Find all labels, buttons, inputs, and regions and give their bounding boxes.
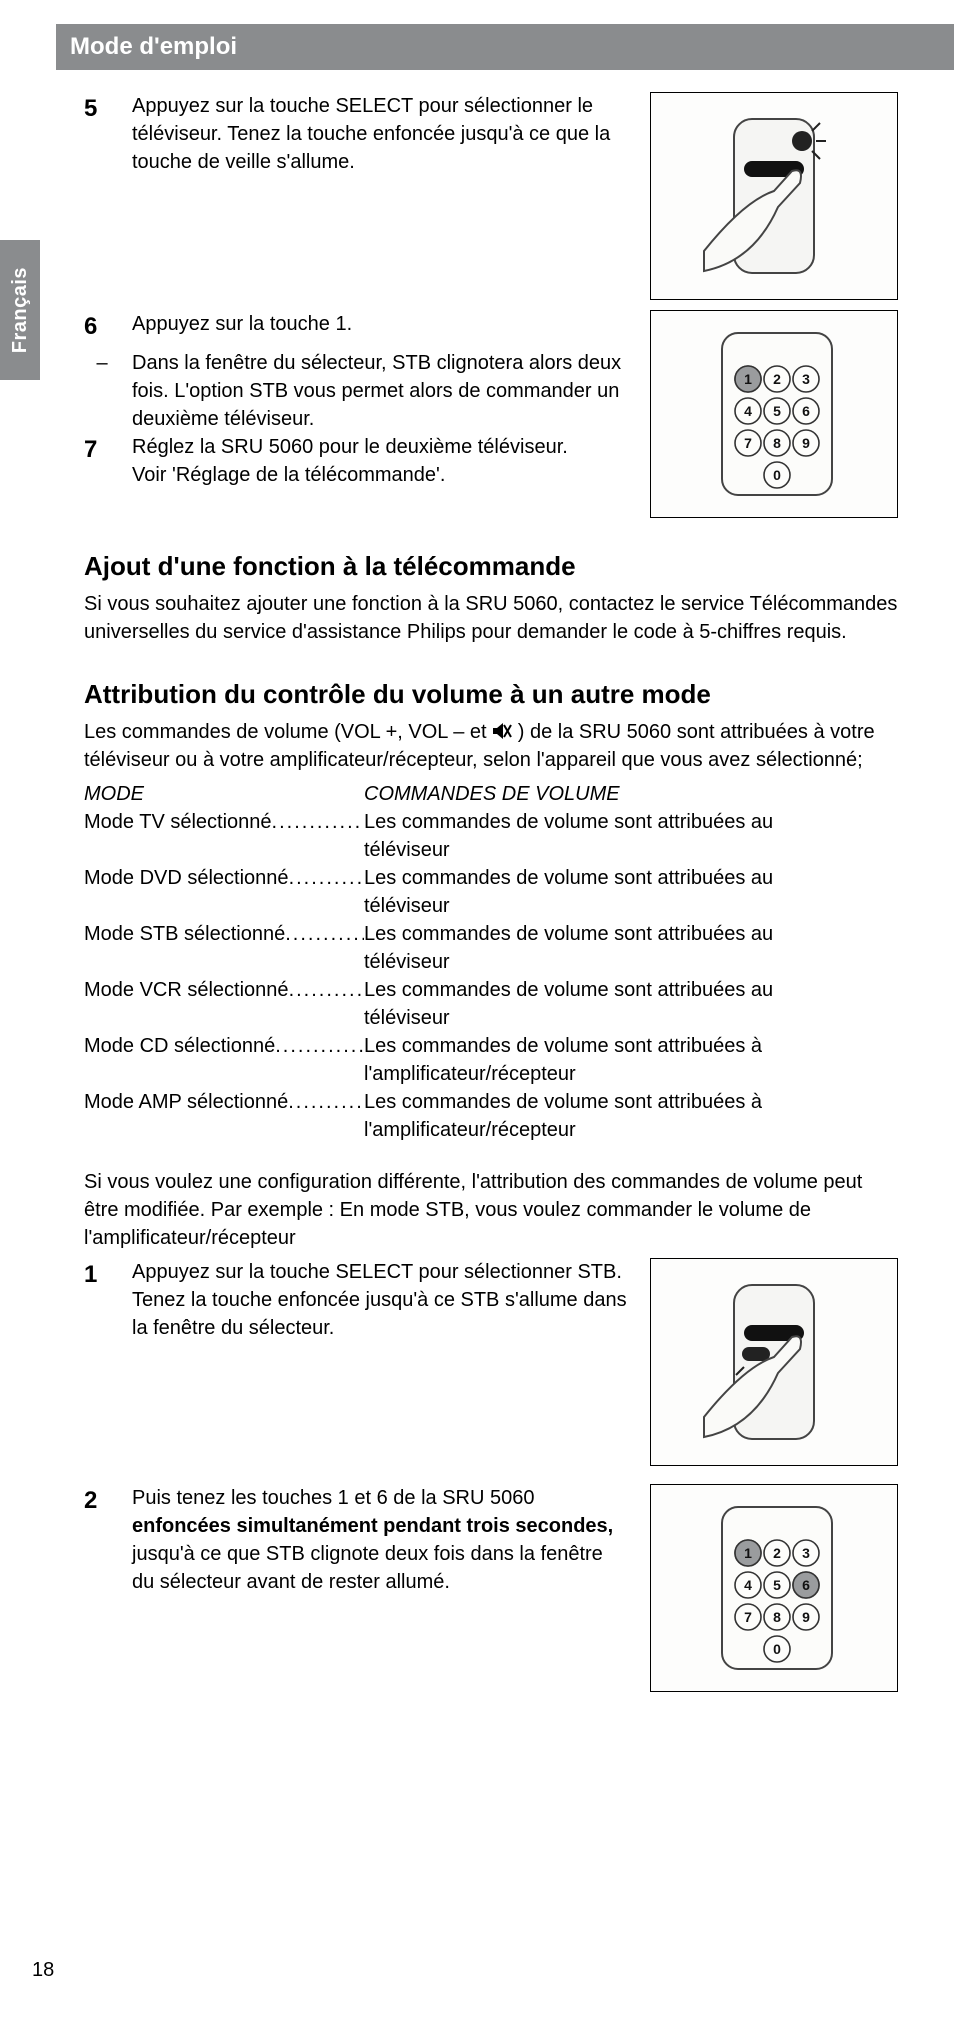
step-2-post: jusqu'à ce que STB clignote deux fois da… — [132, 1543, 603, 1593]
figure-remote-keypad: 1 2 3 4 5 6 7 8 9 0 — [650, 310, 898, 518]
language-tab: Français — [0, 240, 40, 380]
mode-cd-cont: l'amplificateur/récepteur — [84, 1060, 898, 1088]
section-add-body: Si vous souhaitez ajouter une fonction à… — [84, 590, 898, 646]
svg-text:3: 3 — [802, 371, 810, 387]
mode-stb-label: Mode STB sélectionné — [84, 920, 364, 948]
step-number-6: 6 — [84, 310, 120, 344]
mode-tv-label: Mode TV sélectionné — [84, 808, 364, 836]
step-2-pre: Puis tenez les touches 1 et 6 de la SRU … — [132, 1487, 534, 1509]
svg-text:4: 4 — [744, 403, 752, 419]
col-head-commands: COMMANDES DE VOLUME — [364, 780, 620, 808]
figure-remote-keys-1-6: 1 2 3 4 5 6 7 8 9 0 — [650, 1484, 898, 1692]
mode-cd-label: Mode CD sélectionné — [84, 1032, 364, 1060]
mode-dvd-label: Mode DVD sélectionné — [84, 864, 364, 892]
section-volume-intro: Les commandes de volume (VOL +, VOL – et… — [84, 718, 898, 774]
svg-text:5: 5 — [773, 1577, 781, 1593]
remote-keypad-icon: 1 2 3 4 5 6 7 8 9 0 — [674, 329, 874, 499]
svg-text:7: 7 — [744, 1609, 752, 1625]
svg-text:4: 4 — [744, 1577, 752, 1593]
remote-keys16-icon: 1 2 3 4 5 6 7 8 9 0 — [674, 1503, 874, 1673]
step-7-text-1: Réglez la SRU 5060 pour le deuxième télé… — [132, 436, 568, 458]
col-head-mode: MODE — [84, 780, 364, 808]
mode-stb-value: Les commandes de volume sont attribuées … — [364, 920, 898, 948]
section-heading-volume: Attribution du contrôle du volume à un a… — [84, 676, 898, 712]
mode-dvd-cont: téléviseur — [84, 892, 898, 920]
svg-text:8: 8 — [773, 435, 781, 451]
step-6-note: Dans la fenêtre du sélecteur, STB cligno… — [132, 349, 630, 433]
mode-amp-cont: l'amplificateur/récepteur — [84, 1116, 898, 1144]
step-number-2: 2 — [84, 1484, 120, 1596]
mute-icon — [492, 722, 512, 740]
svg-text:0: 0 — [773, 1641, 781, 1657]
figure-remote-select — [650, 92, 898, 300]
remote-illustration-icon — [674, 111, 874, 281]
mode-amp-value: Les commandes de volume sont attribuées … — [364, 1088, 898, 1116]
svg-text:9: 9 — [802, 435, 810, 451]
mode-cd-value: Les commandes de volume sont attribuées … — [364, 1032, 898, 1060]
step-2-bold: enfoncées simultanément pendant trois se… — [132, 1515, 613, 1537]
step-2-text: Puis tenez les touches 1 et 6 de la SRU … — [132, 1484, 630, 1596]
page-number: 18 — [32, 1956, 54, 1984]
mode-stb-cont: téléviseur — [84, 948, 898, 976]
vol-config-para: Si vous voulez une configuration différe… — [84, 1168, 898, 1252]
remote-stb-icon — [674, 1277, 874, 1447]
mode-vcr-value: Les commandes de volume sont attribuées … — [364, 976, 898, 1004]
svg-text:8: 8 — [773, 1609, 781, 1625]
svg-text:2: 2 — [773, 1545, 781, 1561]
svg-text:3: 3 — [802, 1545, 810, 1561]
svg-text:6: 6 — [802, 1577, 810, 1593]
svg-text:2: 2 — [773, 371, 781, 387]
step-number-1: 1 — [84, 1258, 120, 1342]
step-number-5: 5 — [84, 92, 120, 176]
svg-text:9: 9 — [802, 1609, 810, 1625]
header-title: Mode d'emploi — [56, 24, 954, 70]
step-6-text: Appuyez sur la touche 1. — [132, 310, 630, 344]
svg-text:6: 6 — [802, 403, 810, 419]
svg-text:5: 5 — [773, 403, 781, 419]
svg-text:7: 7 — [744, 435, 752, 451]
mode-tv-value: Les commandes de volume sont attribuées … — [364, 808, 898, 836]
step-1-text: Appuyez sur la touche SELECT pour sélect… — [132, 1258, 630, 1342]
svg-text:0: 0 — [773, 467, 781, 483]
mode-amp-label: Mode AMP sélectionné — [84, 1088, 364, 1116]
step-number-7: 7 — [84, 433, 120, 489]
figure-remote-select-stb — [650, 1258, 898, 1466]
mode-vcr-cont: téléviseur — [84, 1004, 898, 1032]
vol-intro-a: Les commandes de volume (VOL +, VOL – et — [84, 721, 492, 743]
section-heading-add-function: Ajout d'une fonction à la télécommande — [84, 548, 898, 584]
dash-bullet: – — [84, 349, 120, 433]
mode-vcr-label: Mode VCR sélectionné — [84, 976, 364, 1004]
svg-text:1: 1 — [744, 371, 752, 387]
mode-dvd-value: Les commandes de volume sont attribuées … — [364, 864, 898, 892]
language-tab-label: Français — [6, 267, 34, 353]
step-7-text-2: Voir 'Réglage de la télécommande'. — [132, 464, 445, 486]
mode-tv-cont: téléviseur — [84, 836, 898, 864]
svg-text:1: 1 — [744, 1545, 752, 1561]
step-5-text: Appuyez sur la touche SELECT pour sélect… — [132, 92, 630, 176]
